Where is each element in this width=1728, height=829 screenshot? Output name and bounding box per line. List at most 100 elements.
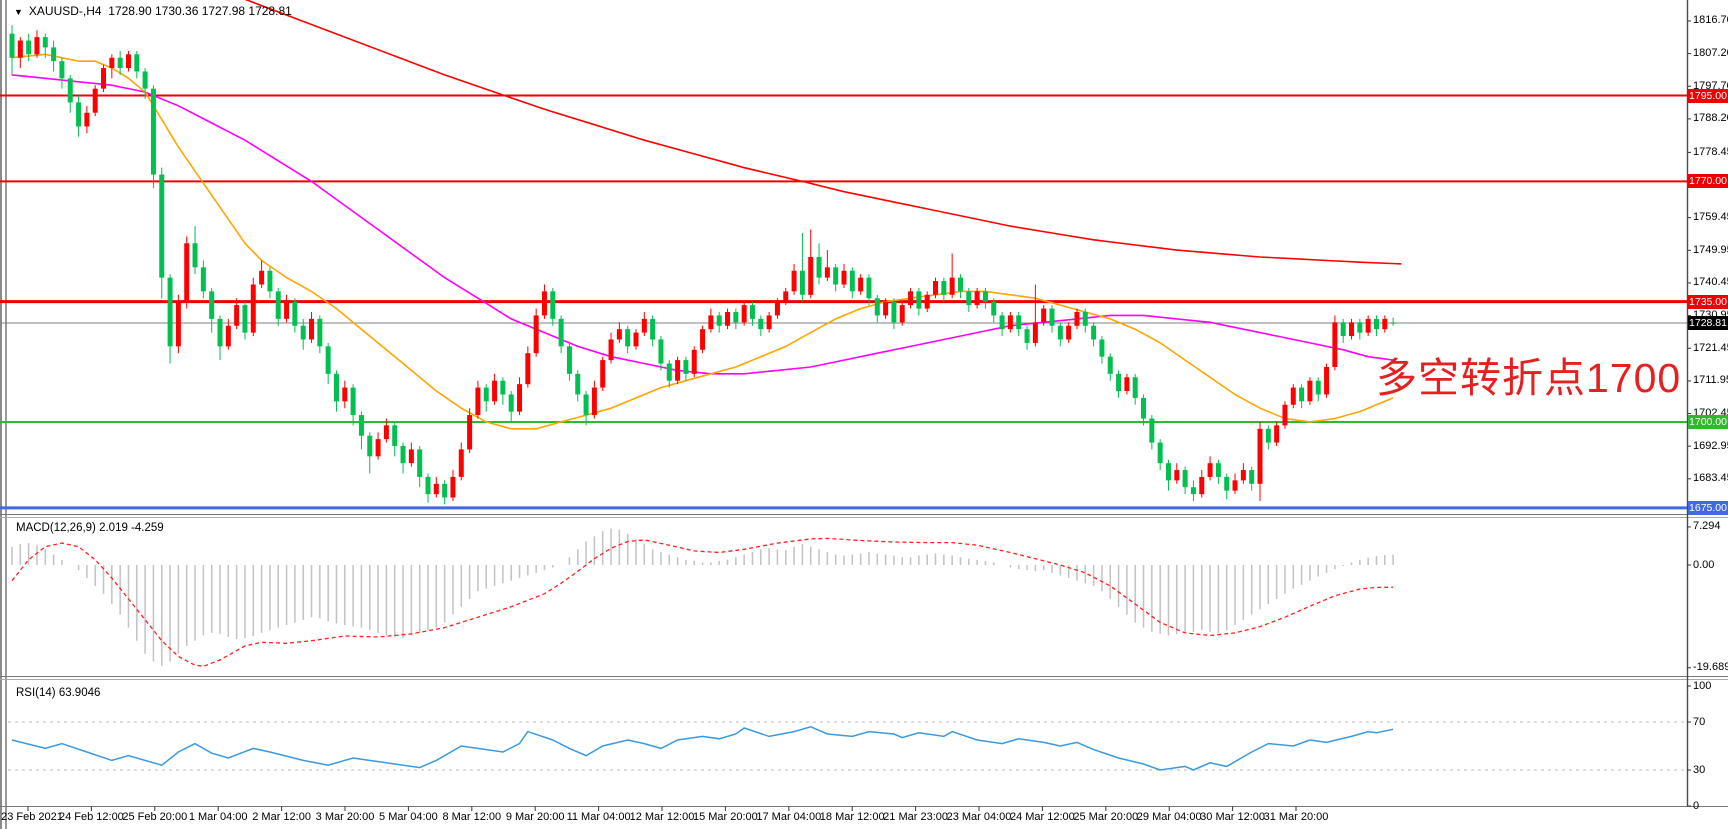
- candle-body: [899, 305, 905, 323]
- time-axis-label[interactable]: 8 Mar 12:00: [442, 811, 502, 823]
- candle-body: [658, 339, 664, 364]
- candle-body: [150, 88, 156, 175]
- time-axis-label[interactable]: 31 Mar 20:00: [1263, 811, 1329, 823]
- time-axis-label[interactable]: 1 Mar 04:00: [188, 811, 248, 823]
- candle-body: [683, 360, 689, 374]
- candle-body: [1299, 387, 1305, 402]
- time-axis-label[interactable]: 17 Mar 04:00: [756, 811, 822, 823]
- time-axis-label[interactable]: 24 Feb 12:00: [58, 811, 124, 823]
- time-axis-label[interactable]: 18 Mar 12:00: [819, 811, 885, 823]
- rsi-tick-label: 0: [1693, 799, 1700, 812]
- level-price-badge: 1675.00: [1688, 500, 1728, 515]
- candle-body: [34, 37, 40, 55]
- candle-body: [541, 291, 547, 316]
- candle-body: [708, 315, 714, 330]
- candle-body: [916, 291, 922, 309]
- candle-body: [799, 270, 805, 295]
- candle-body: [974, 291, 980, 306]
- candle-body: [1082, 311, 1088, 326]
- candle-body: [949, 277, 955, 295]
- time-axis-label[interactable]: 29 Mar 04:00: [1136, 811, 1202, 823]
- time-axis-label[interactable]: 25 Mar 20:00: [1073, 811, 1139, 823]
- panel-splitter[interactable]: [5, 0, 7, 829]
- candle-body: [774, 301, 780, 316]
- candle-body: [159, 174, 165, 278]
- candle-body: [733, 311, 739, 323]
- candle-body: [184, 243, 190, 302]
- time-axis-label[interactable]: 12 Mar 12:00: [629, 811, 695, 823]
- candle-body: [59, 61, 65, 79]
- level-price-badge: 1700.00: [1688, 414, 1728, 429]
- candle-body: [1215, 463, 1221, 477]
- time-axis-label[interactable]: 23 Mar 04:00: [946, 811, 1012, 823]
- macd-tick-label: 7.294: [1693, 520, 1721, 533]
- candle-body: [458, 449, 464, 477]
- candle-body: [400, 445, 406, 464]
- candle-body: [833, 267, 839, 285]
- time-axis-label[interactable]: 23 Feb 2021: [1, 811, 63, 823]
- candle-body: [109, 57, 115, 69]
- candle-body: [941, 281, 947, 295]
- candle-body: [1091, 325, 1097, 340]
- ohlc-values: 1728.90 1730.36 1727.98 1728.81: [108, 4, 292, 18]
- price-tick-label: 1749.95: [1693, 243, 1728, 256]
- candle-body: [417, 449, 423, 477]
- time-axis-label[interactable]: 30 Mar 12:00: [1200, 811, 1266, 823]
- candle-body: [467, 415, 473, 450]
- candle-body: [292, 301, 298, 326]
- candle-body: [982, 291, 988, 302]
- candle-body: [217, 318, 223, 347]
- candle-body: [1007, 315, 1013, 330]
- time-axis-label[interactable]: 11 Mar 04:00: [566, 811, 631, 823]
- candle-body: [1265, 428, 1271, 443]
- candle-body: [700, 329, 706, 350]
- rsi-line: [11, 726, 1394, 771]
- candle-body: [1382, 318, 1388, 330]
- price-tick-label: 1740.45: [1693, 276, 1728, 289]
- candle-body: [716, 315, 722, 326]
- time-axis-label[interactable]: 5 Mar 04:00: [379, 811, 438, 823]
- candle-body: [192, 243, 198, 268]
- symbol-dropdown-icon[interactable]: ▼: [14, 7, 23, 17]
- candle-body: [725, 311, 731, 326]
- time-axis-label[interactable]: 24 Mar 12:00: [1009, 811, 1075, 823]
- level-price-badge: 1735.00: [1688, 294, 1728, 309]
- candle-body: [1357, 322, 1363, 333]
- candle-body: [500, 380, 506, 395]
- candle-body: [1041, 308, 1047, 323]
- candle-body: [600, 360, 606, 388]
- candle-body: [350, 387, 356, 416]
- candle-body: [200, 267, 206, 292]
- time-axis-label[interactable]: 21 Mar 23:00: [883, 811, 949, 823]
- rsi-indicator-label: RSI(14) 63.9046: [16, 687, 101, 699]
- candle-body: [691, 349, 697, 374]
- candle-body: [234, 305, 240, 326]
- candle-body: [824, 267, 830, 278]
- macd-tick-label: 0.00: [1693, 558, 1715, 571]
- time-axis-label[interactable]: 25 Feb 20:00: [122, 811, 188, 823]
- candle-body: [1132, 377, 1138, 398]
- candle-body: [874, 298, 880, 316]
- time-axis-label[interactable]: 9 Mar 20:00: [505, 811, 565, 823]
- candle-body: [924, 294, 930, 309]
- candle-body: [167, 277, 173, 347]
- time-axis-label[interactable]: 15 Mar 20:00: [692, 811, 758, 823]
- candle-body: [9, 33, 15, 58]
- price-tick-label: 1683.45: [1693, 472, 1728, 485]
- candle-body: [1157, 442, 1163, 464]
- time-axis-label[interactable]: 2 Mar 12:00: [252, 811, 311, 823]
- candle-body: [1174, 470, 1180, 481]
- candle-body: [1240, 470, 1246, 481]
- candle-body: [608, 339, 614, 361]
- level-price-badge: 1770.00: [1688, 174, 1728, 189]
- macd-tick-label: -19.689: [1693, 661, 1728, 674]
- time-axis-label[interactable]: 3 Mar 20:00: [315, 811, 375, 823]
- candle-body: [908, 291, 914, 306]
- candle-body: [1024, 329, 1030, 343]
- candle-body: [849, 270, 855, 292]
- candle-body: [1315, 380, 1321, 395]
- candle-body: [1224, 476, 1230, 491]
- candle-body: [492, 380, 498, 402]
- candle-body: [317, 318, 323, 347]
